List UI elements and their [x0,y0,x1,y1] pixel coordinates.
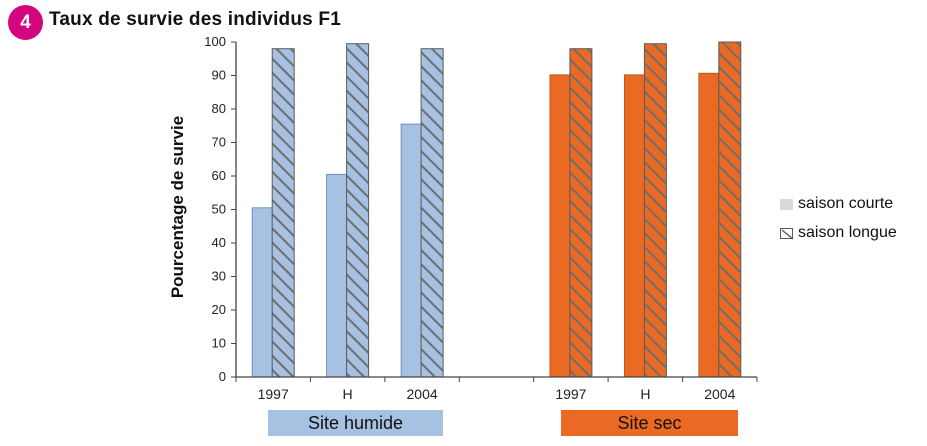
svg-text:1997: 1997 [258,386,289,402]
svg-text:90: 90 [212,68,226,83]
svg-text:10: 10 [212,336,226,351]
svg-text:70: 70 [212,135,226,150]
svg-text:100: 100 [204,34,226,49]
svg-text:50: 50 [212,202,226,217]
svg-text:60: 60 [212,168,226,183]
svg-text:H: H [640,386,650,402]
svg-text:2004: 2004 [407,386,438,402]
svg-text:1997: 1997 [555,386,586,402]
svg-text:40: 40 [212,235,226,250]
svg-text:H: H [343,386,353,402]
svg-text:20: 20 [212,302,226,317]
svg-text:80: 80 [212,101,226,116]
svg-text:30: 30 [212,269,226,284]
svg-text:2004: 2004 [704,386,735,402]
svg-text:0: 0 [219,369,226,384]
